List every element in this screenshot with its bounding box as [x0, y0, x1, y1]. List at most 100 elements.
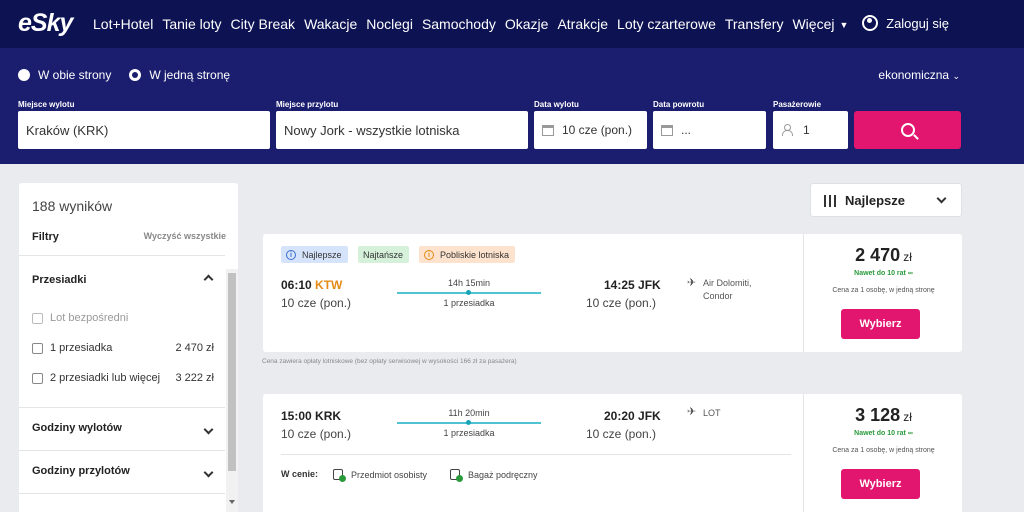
one-stop-price: 2 470 zł — [175, 342, 214, 354]
nav-item-city-break[interactable]: City Break — [230, 16, 296, 32]
badge-best: i Najlepsze — [281, 246, 348, 263]
badge-best-label: Najlepsze — [302, 249, 342, 260]
price-panel: 3 128 zł Nawet do 10 rat ∞ Cena za 1 osob… — [803, 394, 962, 512]
select-flight-button[interactable]: Wybierz — [841, 309, 920, 339]
search-button[interactable] — [854, 111, 961, 149]
login-button[interactable]: Zaloguj się — [862, 15, 949, 31]
nav-item-lot-hotel[interactable]: Lot+Hotel — [93, 16, 154, 32]
flight-details: i Najlepsze Najtańsze i Pobliskie lotnis… — [263, 234, 803, 352]
radio-one-way-label[interactable]: W jedną stronę — [149, 68, 231, 82]
stops-count: 1 przesiadka — [443, 298, 495, 308]
select-flight-button[interactable]: Wybierz — [841, 469, 920, 499]
installments-info[interactable]: Nawet do 10 rat ∞ — [804, 430, 963, 437]
checkbox-direct[interactable] — [32, 313, 43, 324]
fee-note: Cena zawiera opłaty lotniskowe (bez opła… — [262, 358, 517, 365]
filters-heading: Filtry — [32, 231, 59, 243]
price: 2 470 zł — [804, 245, 963, 266]
login-label: Zaloguj się — [886, 15, 949, 31]
person-icon — [781, 124, 793, 136]
destination-input[interactable]: Nowy Jork - wszystkie lotniska — [276, 111, 528, 149]
price-panel: 2 470 zł Nawet do 10 rat ∞ Cena za 1 osob… — [803, 234, 962, 352]
return-date-value: ... — [681, 123, 692, 137]
installments-icon: ∞ — [907, 430, 913, 437]
carry-on-bag-icon — [450, 469, 463, 482]
divider — [19, 407, 225, 408]
plane-icon: ✈ — [687, 406, 697, 418]
price-value: 2 470 — [855, 245, 901, 265]
badge-nearby-airports: i Pobliskie lotniska — [419, 246, 516, 263]
radio-one-way[interactable] — [129, 69, 142, 81]
checkbox-direct-label[interactable]: Lot bezpośredni — [50, 312, 129, 324]
nav-item-tanie-loty[interactable]: Tanie loty — [162, 16, 222, 32]
origin-value: Kraków (KRK) — [26, 122, 109, 138]
included-carry-on: Bagaż podręczny — [450, 469, 538, 482]
departure-time-value: 06:10 — [281, 278, 312, 292]
nav-item-okazje[interactable]: Okazje — [504, 16, 549, 32]
nav-item-atrakcje[interactable]: Atrakcje — [557, 16, 609, 32]
price-per-person-note: Cena za 1 osobę, w jedną stronę — [832, 447, 935, 454]
sort-dropdown[interactable]: Najlepsze — [810, 183, 962, 217]
scrollbar-thumb[interactable] — [228, 273, 236, 471]
info-icon: i — [286, 249, 296, 260]
included-personal-item: Przedmiot osobisty — [333, 469, 427, 482]
currency: zł — [903, 410, 912, 424]
chevron-down-icon — [936, 193, 947, 204]
sidebar-scrollbar[interactable] — [226, 269, 238, 512]
results-count: 188 wyników — [32, 198, 113, 214]
flight-result-card: i Najlepsze Najtańsze i Pobliskie lotnis… — [263, 234, 962, 352]
departure-airport: KRK — [315, 409, 342, 423]
chevron-up-icon[interactable] — [203, 274, 214, 285]
nav-item-samochody[interactable]: Samochody — [421, 16, 496, 32]
trip-type-selector: W obie strony W jedną stronę — [18, 68, 248, 82]
passengers-input[interactable]: 1 — [773, 111, 848, 149]
chevron-down-icon[interactable] — [203, 424, 214, 435]
flight-duration: 14h 15min — [447, 278, 491, 288]
nav-item-noclegi[interactable]: Noclegi — [366, 16, 413, 32]
nav-item-wiecej[interactable]: Więcej — [792, 16, 835, 32]
info-icon: i — [424, 249, 434, 260]
chevron-down-icon[interactable] — [203, 467, 214, 478]
checkbox-two-plus-stops[interactable] — [32, 373, 43, 384]
arrival-times-section-header[interactable]: Godziny przylotów — [32, 465, 130, 477]
passengers-value: 1 — [803, 123, 810, 137]
esky-logo[interactable]: eSky — [18, 9, 73, 37]
divider — [281, 454, 791, 455]
radio-round-trip[interactable] — [18, 69, 30, 81]
installments-info[interactable]: Nawet do 10 rat ∞ — [804, 270, 963, 277]
nav-item-loty-czarterowe[interactable]: Loty czarterowe — [617, 16, 716, 32]
departure-date: 10 cze (pon.) — [281, 427, 352, 441]
stops-section-header[interactable]: Przesiadki — [32, 274, 87, 286]
installments-label: Nawet do 10 rat — [854, 430, 906, 437]
nav-item-transfery[interactable]: Transfery — [724, 16, 784, 32]
price: 3 128 zł — [804, 405, 963, 426]
divider — [19, 450, 225, 451]
departure-times-section-header[interactable]: Godziny wylotów — [32, 422, 122, 434]
arrival-time: 14:25 JFK — [604, 278, 661, 292]
checkbox-two-plus-stops-label[interactable]: 2 przesiadki lub więcej — [50, 372, 161, 384]
scroll-down-arrow-icon[interactable] — [229, 500, 235, 504]
included-item-label: Bagaż podręczny — [468, 469, 538, 480]
checkbox-one-stop-label[interactable]: 1 przesiadka — [50, 342, 113, 354]
depart-date-input[interactable]: 10 cze (pon.) — [534, 111, 647, 149]
flight-result-card: 15:00 KRK 10 cze (pon.) 11h 20min 1 prze… — [263, 394, 962, 512]
chevron-down-icon[interactable]: ▼ — [839, 20, 849, 30]
origin-input[interactable]: Kraków (KRK) — [18, 111, 270, 149]
departure-date: 10 cze (pon.) — [281, 296, 352, 310]
nav-item-wakacje[interactable]: Wakacje — [304, 16, 358, 32]
cabin-class-dropdown[interactable]: ekonomiczna ⌄ — [878, 68, 960, 82]
price-value: 3 128 — [855, 405, 901, 425]
divider — [19, 493, 225, 494]
cabin-class-value: ekonomiczna — [878, 68, 950, 82]
calendar-icon — [542, 124, 554, 136]
badge-cheapest-label: Najtańsze — [363, 249, 404, 260]
depart-date-label: Data wylotu — [534, 100, 579, 109]
return-date-input[interactable]: ... — [653, 111, 766, 149]
search-icon — [900, 123, 915, 137]
radio-round-trip-label[interactable]: W obie strony — [38, 68, 112, 82]
badge-nearby-label: Pobliskie lotniska — [440, 249, 510, 260]
chevron-down-icon: ⌄ — [952, 71, 960, 81]
checkbox-one-stop[interactable] — [32, 343, 43, 354]
arrival-date: 10 cze (pon.) — [586, 427, 657, 441]
sliders-icon — [824, 195, 836, 207]
clear-all-filters-link[interactable]: Wyczyść wszystkie — [143, 231, 226, 241]
